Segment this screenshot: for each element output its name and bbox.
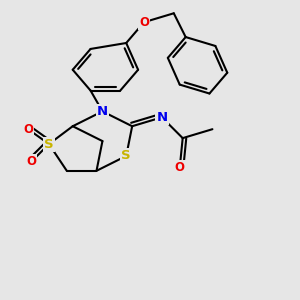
Text: N: N [97, 105, 108, 118]
Text: O: O [26, 155, 36, 168]
Text: O: O [175, 161, 185, 174]
Text: N: N [156, 111, 167, 124]
Text: S: S [122, 149, 131, 162]
Text: S: S [44, 138, 54, 151]
Text: O: O [139, 16, 149, 29]
Text: O: O [23, 123, 33, 136]
